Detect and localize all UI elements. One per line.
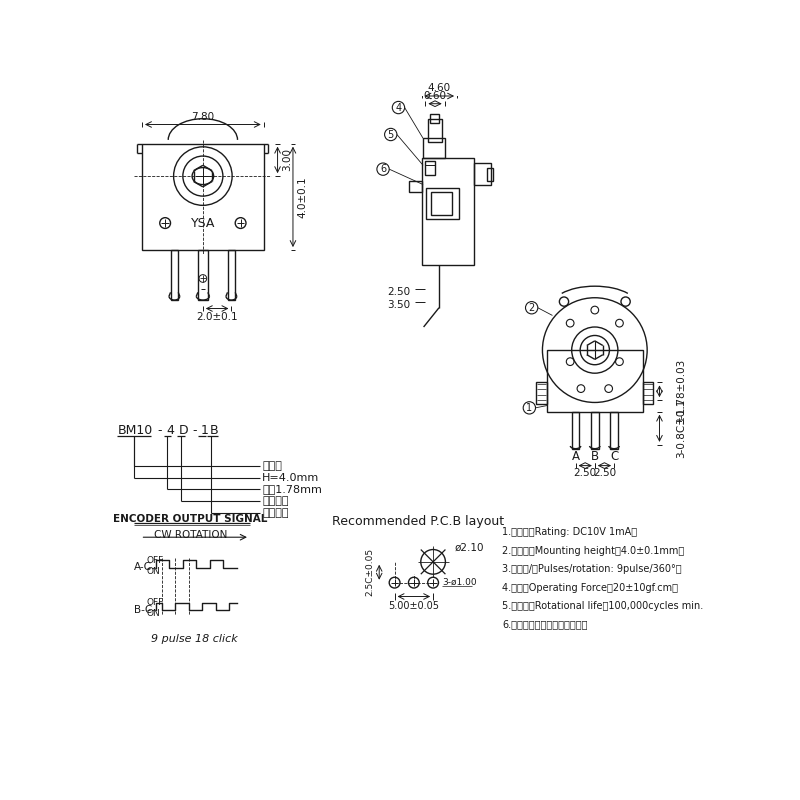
Text: 7.80: 7.80 (191, 112, 214, 122)
Text: 4.操作力Operating Force：20±10gf.cm；: 4.操作力Operating Force：20±10gf.cm； (502, 582, 678, 593)
Text: ON: ON (146, 609, 161, 618)
Text: A: A (571, 450, 579, 463)
Text: B: B (210, 425, 218, 438)
Text: CW ROTATION: CW ROTATION (154, 530, 227, 540)
Text: 寿命代号: 寿命代号 (262, 496, 289, 506)
Bar (474, 163, 491, 185)
Text: 孔径1.78mm: 孔径1.78mm (262, 485, 322, 494)
Text: Recommended P.C.B layout: Recommended P.C.B layout (332, 514, 504, 527)
Text: -: - (158, 425, 162, 438)
Text: 4: 4 (166, 425, 174, 438)
Text: 3.00: 3.00 (282, 149, 292, 171)
Text: 5.旋转寿命Rotational life：100,000cycles min.: 5.旋转寿命Rotational life：100,000cycles min. (502, 601, 704, 611)
Bar (591, 412, 598, 449)
Text: 3.脉冲数/转Pulses/rotation: 9pulse/360°；: 3.脉冲数/转Pulses/rotation: 9pulse/360°； (502, 564, 682, 574)
Text: 2: 2 (529, 302, 534, 313)
Bar (610, 412, 618, 449)
Bar (572, 412, 579, 449)
Bar (487, 168, 493, 181)
Text: ø2.10: ø2.10 (454, 543, 484, 553)
Bar (428, 119, 442, 142)
Text: 1: 1 (526, 403, 533, 413)
Text: 9 pulse 18 click: 9 pulse 18 click (151, 634, 238, 644)
Text: 3.50: 3.50 (387, 301, 410, 310)
Text: 2.0±0.1: 2.0±0.1 (196, 312, 238, 322)
Bar (536, 382, 547, 404)
Bar (170, 250, 178, 300)
Text: 6: 6 (380, 164, 386, 174)
Text: -: - (193, 425, 198, 438)
Text: 5.00±0.05: 5.00±0.05 (388, 601, 439, 610)
Bar (642, 382, 654, 404)
Bar (198, 250, 208, 300)
Text: 0.60: 0.60 (423, 91, 446, 101)
Bar (423, 138, 445, 158)
Text: 2.50: 2.50 (387, 287, 410, 298)
Text: OFF: OFF (146, 556, 164, 565)
Text: 3-0.8C±0.1: 3-0.8C±0.1 (676, 398, 686, 458)
Text: 3-ø1.00: 3-ø1.00 (442, 578, 477, 587)
Text: OFF: OFF (146, 598, 164, 607)
Text: 4: 4 (395, 102, 402, 113)
Bar (425, 161, 435, 174)
Text: 3-1.78±0.03: 3-1.78±0.03 (676, 358, 686, 424)
Bar (227, 250, 235, 300)
Text: C: C (610, 450, 618, 463)
Text: 6.产品符合欧盟环保标准要求。: 6.产品符合欧盟环保标准要求。 (502, 619, 588, 630)
Text: 5: 5 (388, 130, 394, 139)
Bar (142, 144, 264, 250)
Bar (430, 114, 439, 123)
Text: H=4.0mm: H=4.0mm (262, 473, 319, 483)
Text: ON: ON (146, 566, 161, 575)
Text: 2.5C±0.05: 2.5C±0.05 (366, 548, 374, 596)
Text: 编码器: 编码器 (262, 462, 282, 471)
Text: A-C: A-C (134, 562, 152, 572)
Bar (547, 350, 642, 412)
Text: 4.0±0.1: 4.0±0.1 (298, 176, 307, 218)
Text: 2.50: 2.50 (593, 468, 616, 478)
Text: B-C: B-C (134, 605, 153, 614)
Text: ENCODER OUTPUT SIGNAL: ENCODER OUTPUT SIGNAL (114, 514, 268, 525)
Text: B: B (590, 450, 599, 463)
Text: 4.60: 4.60 (428, 83, 451, 94)
Text: YSA: YSA (190, 217, 215, 230)
Text: 扭力代号: 扭力代号 (262, 507, 289, 518)
Text: 1.额定负载Rating: DC10V 1mA；: 1.额定负载Rating: DC10V 1mA； (502, 527, 638, 538)
Text: D: D (179, 425, 189, 438)
Text: 1: 1 (201, 425, 209, 438)
Text: 2.安装高度Mounting height：4.0±0.1mm；: 2.安装高度Mounting height：4.0±0.1mm； (502, 546, 685, 556)
Bar (426, 189, 458, 219)
Text: 2.50: 2.50 (574, 468, 597, 478)
Bar (430, 192, 452, 215)
Text: BM10: BM10 (118, 425, 153, 438)
Bar (422, 158, 474, 266)
Bar (410, 182, 422, 192)
